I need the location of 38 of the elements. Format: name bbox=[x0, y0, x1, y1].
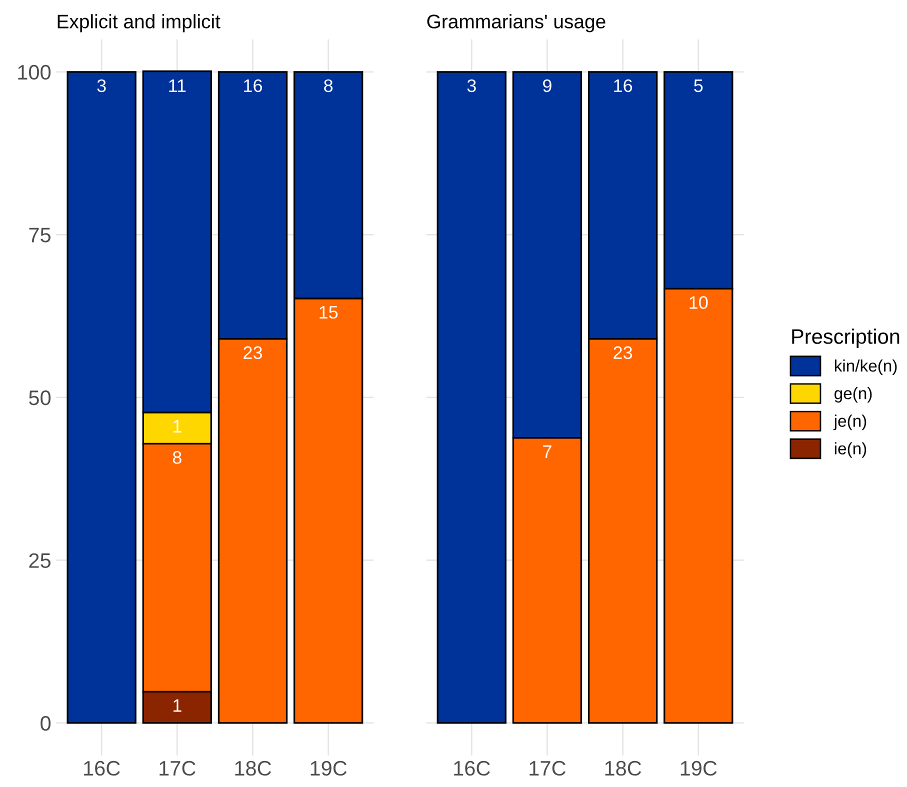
y-tick-label: 0 bbox=[40, 716, 51, 731]
annotation: 5 bbox=[694, 80, 703, 92]
legend-label: ge(n) bbox=[834, 387, 872, 403]
legend-title: Prescription bbox=[792, 328, 900, 348]
chart-title: Grammarians' usage bbox=[427, 14, 606, 32]
annotation: 16 bbox=[614, 79, 632, 92]
annotation: 3 bbox=[467, 79, 476, 92]
annotation: 16 bbox=[244, 79, 262, 92]
chart-title: Explicit and implicit bbox=[58, 14, 220, 32]
x-tick-label: 16C bbox=[454, 760, 490, 776]
y-tick-label: 100 bbox=[18, 64, 51, 80]
annotation: 23 bbox=[244, 346, 262, 360]
legend-label: je(n) bbox=[833, 414, 866, 430]
annotation: 15 bbox=[320, 306, 338, 319]
annotation: 1 bbox=[174, 699, 182, 712]
annotation: 23 bbox=[614, 346, 632, 360]
annotation: 9 bbox=[543, 79, 552, 92]
annotation: 8 bbox=[324, 79, 333, 92]
annotation: 1 bbox=[174, 420, 182, 432]
y-tick-label: 25 bbox=[29, 553, 50, 568]
x-tick-label: 18C bbox=[235, 760, 272, 776]
x-tick-label: 18C bbox=[605, 760, 642, 776]
bar bbox=[66, 71, 136, 724]
y-tick-label: 50 bbox=[29, 390, 51, 406]
annotation: 3 bbox=[97, 79, 106, 92]
legend-label: ie(n) bbox=[834, 442, 866, 458]
y-tick-label: 75 bbox=[29, 228, 50, 242]
annotation: 11 bbox=[169, 80, 186, 92]
legend-label: kin/ke(n) bbox=[834, 359, 897, 375]
annotation: 8 bbox=[172, 451, 182, 464]
annotation: 10 bbox=[690, 296, 708, 309]
bar bbox=[436, 71, 506, 724]
x-tick-label: 16C bbox=[84, 760, 120, 776]
x-tick-label: 17C bbox=[530, 760, 566, 776]
annotation: 7 bbox=[543, 445, 552, 458]
x-tick-label: 19C bbox=[310, 760, 347, 776]
x-tick-label: 19C bbox=[680, 760, 717, 776]
x-tick-label: 17C bbox=[160, 760, 196, 776]
